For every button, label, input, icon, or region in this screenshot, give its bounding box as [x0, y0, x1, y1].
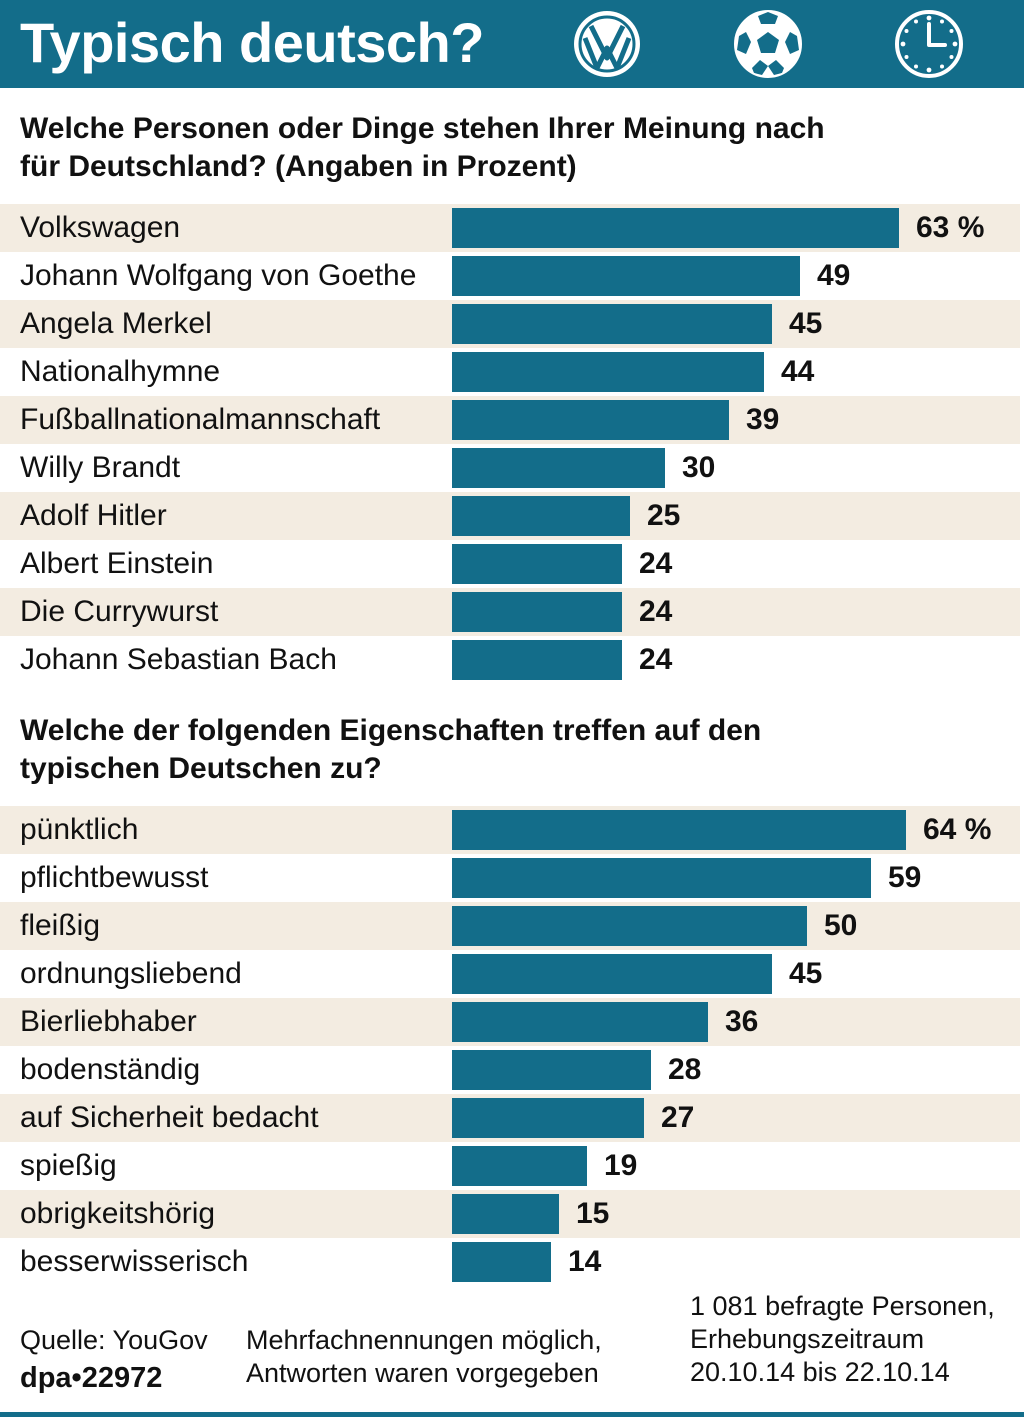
- value-label: 50: [824, 909, 858, 942]
- value-label: 44: [781, 355, 815, 388]
- vw-logo-icon: [574, 11, 640, 77]
- category-label: Angela Merkel: [20, 307, 212, 340]
- bar: [452, 640, 622, 680]
- category-label: Albert Einstein: [20, 547, 214, 580]
- value-label: 39: [746, 403, 780, 436]
- chart2-title-line1: Welche der folgenden Eigenschaften treff…: [20, 714, 762, 747]
- header-banner: Typisch deutsch?: [0, 0, 1024, 88]
- bar: [452, 906, 807, 946]
- value-label: 45: [789, 957, 823, 990]
- bar: [452, 448, 665, 488]
- dpa-id: dpa•22972: [20, 1362, 163, 1394]
- category-label: pflichtbewusst: [20, 861, 209, 894]
- value-label: 24: [639, 547, 673, 580]
- bar: [452, 352, 764, 392]
- category-label: Johann Sebastian Bach: [20, 643, 337, 676]
- value-label: 64 %: [923, 813, 992, 846]
- category-label: Die Currywurst: [20, 595, 219, 628]
- clock-icon: [895, 10, 963, 78]
- category-label: spießig: [20, 1149, 117, 1182]
- value-label: 25: [647, 499, 681, 532]
- bar: [452, 1050, 651, 1090]
- value-label: 30: [682, 451, 716, 484]
- chart2-bars: pünktlich 64 % pflichtbewusst 59 fleißig 50 or…: [0, 806, 1024, 1286]
- chart1-title-line1: Welche Personen oder Dinge stehen Ihrer …: [20, 112, 825, 145]
- bar: [452, 496, 630, 536]
- category-label: fleißig: [20, 909, 101, 942]
- value-label: 15: [576, 1197, 610, 1230]
- footer-sample-line3: 20.10.14 bis 22.10.14: [690, 1357, 950, 1387]
- category-label: ordnungsliebend: [20, 957, 242, 990]
- football-icon: [734, 10, 802, 78]
- category-label: obrigkeitshörig: [20, 1197, 216, 1230]
- category-label: Bierliebhaber: [20, 1005, 197, 1038]
- footer-sample-line2: Erhebungszeitraum: [690, 1324, 925, 1354]
- bar: [452, 208, 899, 248]
- bar: [452, 810, 906, 850]
- category-label: auf Sicherheit bedacht: [20, 1101, 319, 1134]
- category-label: Nationalhymne: [20, 355, 221, 388]
- value-label: 59: [888, 861, 922, 894]
- value-label: 45: [789, 307, 823, 340]
- bar: [452, 1194, 559, 1234]
- footer-sample: 1 081 befragte Personen, Erhebungszeitra…: [690, 1290, 995, 1389]
- source-label: Quelle: YouGov: [20, 1325, 208, 1355]
- value-label: 14: [568, 1245, 602, 1278]
- bar: [452, 858, 871, 898]
- category-label: pünktlich: [20, 813, 139, 846]
- category-label: bodenständig: [20, 1053, 201, 1086]
- page-title: Typisch deutsch?: [20, 11, 484, 74]
- footer-note: Mehrfachnennungen möglich, Antworten war…: [246, 1324, 602, 1390]
- bar: [452, 1002, 708, 1042]
- chart1-title: Welche Personen oder Dinge stehen Ihrer …: [20, 110, 825, 186]
- chart2-title: Welche der folgenden Eigenschaften treff…: [20, 712, 761, 788]
- value-label: 28: [668, 1053, 702, 1086]
- chart1-bars: Volkswagen 63 % Johann Wolfgang von Goethe…: [0, 204, 1024, 684]
- footer-note-line1: Mehrfachnennungen möglich,: [246, 1325, 602, 1355]
- bar: [452, 592, 622, 632]
- category-label: Willy Brandt: [20, 451, 181, 484]
- bar: [452, 1098, 644, 1138]
- category-label: Fußballnationalmannschaft: [20, 403, 381, 436]
- chart1-title-line2: für Deutschland? (Angaben in Prozent): [20, 150, 577, 183]
- category-label: Volkswagen: [20, 211, 181, 244]
- value-label: 27: [661, 1101, 695, 1134]
- value-label: 63 %: [916, 211, 985, 244]
- category-label: Johann Wolfgang von Goethe: [20, 259, 417, 292]
- bar: [452, 400, 729, 440]
- bar: [452, 544, 622, 584]
- category-label: Adolf Hitler: [20, 499, 167, 532]
- bar: [452, 304, 772, 344]
- footer-note-line2: Antworten waren vorgegeben: [246, 1358, 599, 1388]
- bar: [452, 954, 772, 994]
- category-label: besserwisserisch: [20, 1245, 249, 1278]
- bar: [452, 1146, 587, 1186]
- footer-sample-line1: 1 081 befragte Personen,: [690, 1291, 995, 1321]
- value-label: 36: [725, 1005, 759, 1038]
- value-label: 24: [639, 643, 673, 676]
- bar: [452, 256, 800, 296]
- bottom-rule: [0, 1412, 1024, 1417]
- value-label: 19: [604, 1149, 638, 1182]
- chart2-title-line2: typischen Deutschen zu?: [20, 752, 382, 785]
- value-label: 49: [817, 259, 851, 292]
- bar: [452, 1242, 551, 1282]
- value-label: 24: [639, 595, 673, 628]
